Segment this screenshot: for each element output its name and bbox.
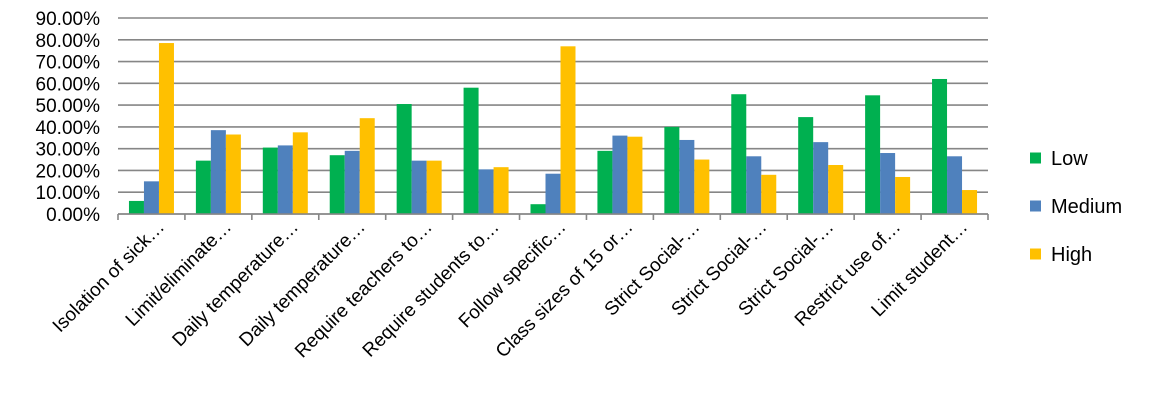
y-tick-label: 10.00%	[36, 183, 101, 204]
bar-medium	[344, 150, 360, 214]
legend-label-low: Low	[1051, 148, 1088, 170]
y-tick-label: 40.00%	[36, 118, 101, 139]
bar-high	[761, 174, 777, 214]
x-tick-label: Daily temperature…	[235, 217, 369, 351]
bar-low	[865, 95, 881, 214]
bar-low	[195, 160, 211, 214]
bars	[128, 43, 978, 214]
bar-medium	[947, 156, 963, 214]
x-axis-tick-labels: Isolation of sick…Limit/eliminate…Daily …	[49, 217, 972, 363]
y-axis-tick-labels: 0.00%10.00%20.00%30.00%40.00%50.00%60.00…	[36, 9, 101, 226]
bar-medium	[277, 145, 293, 214]
y-tick-label: 80.00%	[36, 31, 101, 52]
bar-high	[225, 134, 241, 214]
legend-label-medium: Medium	[1051, 196, 1122, 218]
legend-swatch-low	[1030, 152, 1041, 164]
y-tick-label: 30.00%	[36, 140, 101, 161]
bar-low	[463, 87, 479, 214]
bar-low	[262, 147, 278, 214]
bar-high	[627, 136, 643, 214]
bar-high	[828, 165, 844, 214]
legend: Low Medium High	[1030, 148, 1122, 266]
bar-low	[932, 78, 948, 214]
bar-medium	[679, 139, 695, 214]
bar-high	[493, 167, 509, 214]
legend-swatch-medium	[1030, 200, 1041, 212]
y-tick-label: 50.00%	[36, 96, 101, 117]
x-axis	[117, 213, 989, 220]
bar-medium	[210, 130, 226, 214]
bar-medium	[143, 181, 159, 214]
y-tick-label: 20.00%	[36, 161, 101, 182]
bar-low	[664, 126, 680, 214]
y-tick-label: 0.00%	[46, 205, 100, 226]
bar-low	[128, 200, 144, 214]
bar-medium	[746, 156, 762, 214]
x-tick-label: Require students to…	[359, 217, 504, 362]
bar-low	[731, 94, 747, 214]
bar-high	[895, 176, 911, 214]
bar-high	[158, 43, 174, 214]
bar-high	[962, 190, 978, 214]
y-tick-label: 70.00%	[36, 53, 101, 74]
legend-swatch-high	[1030, 248, 1041, 260]
bar-medium	[478, 169, 494, 214]
bar-high	[426, 160, 442, 214]
legend-label-high: High	[1051, 244, 1092, 266]
bar-medium	[612, 135, 628, 214]
bar-low	[530, 204, 546, 214]
bar-medium	[545, 173, 561, 214]
bar-high	[560, 46, 576, 214]
bar-medium	[880, 153, 896, 214]
x-tick-label: Daily temperature…	[169, 217, 303, 351]
bar-high	[292, 132, 308, 214]
bar-low	[329, 155, 345, 214]
bar-medium	[813, 142, 829, 214]
bar-medium	[411, 160, 427, 214]
bar-high	[694, 159, 710, 214]
y-tick-label: 60.00%	[36, 74, 101, 95]
bar-low	[396, 104, 412, 214]
bar-low	[798, 117, 814, 214]
y-tick-label: 90.00%	[36, 9, 101, 30]
bar-high	[359, 118, 375, 214]
x-tick-label: Isolation of sick…	[49, 217, 169, 337]
bar-low	[597, 150, 613, 214]
